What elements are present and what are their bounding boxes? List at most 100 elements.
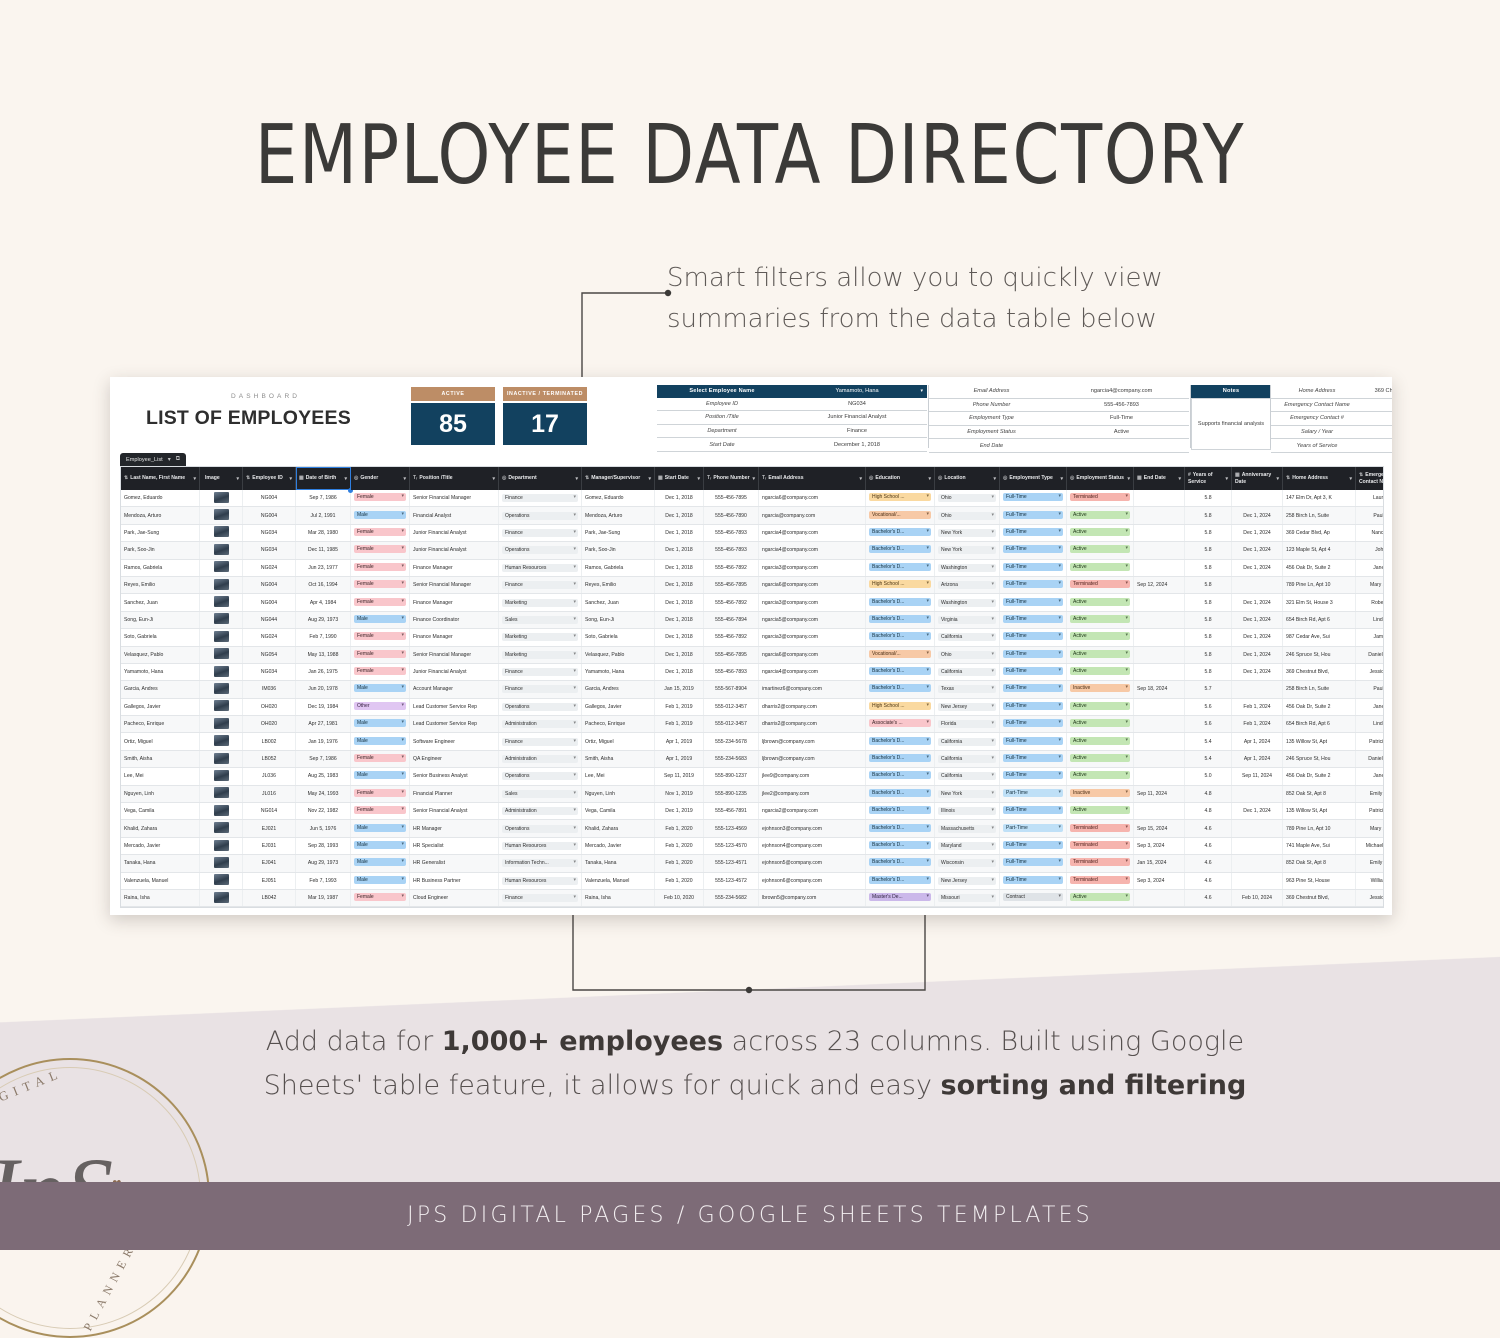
cell-home-address[interactable]: 369 Cedar Blvd, Ap bbox=[1282, 524, 1356, 543]
chevron-down-icon[interactable]: ▾ bbox=[573, 563, 576, 570]
cell-last-name-first-name[interactable]: Song, Eun-Ji bbox=[121, 611, 200, 630]
chevron-down-icon[interactable]: ▾ bbox=[1058, 893, 1061, 900]
cell-manager-supervisor[interactable]: Fuentes, Miguel bbox=[581, 906, 655, 907]
chevron-down-icon[interactable]: ▾ bbox=[1058, 597, 1061, 604]
cell-education[interactable]: Bachelor's D... ▾ bbox=[865, 750, 935, 769]
cell-start-date[interactable]: Dec 1, 2018 bbox=[654, 611, 704, 630]
dropdown-cell[interactable]: Finance ▾ bbox=[502, 685, 578, 694]
chevron-down-icon[interactable]: ▾ bbox=[401, 875, 404, 882]
cell-manager-supervisor[interactable]: Song, Eun-Ji bbox=[581, 611, 655, 630]
cell-location[interactable]: New Jersey ▾ bbox=[934, 698, 1000, 717]
dropdown-cell[interactable]: California ▾ bbox=[938, 668, 996, 677]
spreadsheet-window[interactable]: DASHBOARD LIST OF EMPLOYEES ACTIVE 85 IN… bbox=[110, 377, 1392, 915]
cell-image[interactable] bbox=[199, 872, 243, 890]
cell-date-of-birth[interactable]: May 24, 1993 bbox=[295, 785, 351, 804]
cell-home-address[interactable]: 789 Pine Ln, Apt 10 bbox=[1282, 576, 1356, 595]
table-row[interactable]: Gallegos, Javier OH020 Dec 19, 1984 Other ▾ L… bbox=[121, 698, 1383, 717]
cell-position-title[interactable]: Senior Financial Manager bbox=[409, 490, 499, 508]
cell-employee-id[interactable]: NG004 bbox=[242, 593, 296, 612]
chip-active[interactable]: Active ▾ bbox=[1070, 527, 1130, 536]
chevron-down-icon[interactable]: ▾ bbox=[991, 633, 994, 640]
dropdown-cell[interactable]: Operations ▾ bbox=[502, 824, 578, 833]
cell-phone-number[interactable]: 555-345-6793 bbox=[703, 906, 759, 907]
table-row[interactable]: Mercado, Javier EJ031 Sep 28, 1993 Male ▾ HR … bbox=[121, 837, 1383, 856]
cell-department[interactable]: Human Resources ▾ bbox=[498, 872, 582, 890]
cell-position-title[interactable]: Junior Financial Analyst bbox=[409, 541, 499, 560]
chip-full-time[interactable]: Full-Time ▾ bbox=[1003, 701, 1063, 710]
cell-gender[interactable]: Female ▾ bbox=[350, 802, 410, 821]
cell-employment-type[interactable]: Part-Time▾ bbox=[999, 819, 1067, 838]
cell-manager-supervisor[interactable]: Raina, Isha bbox=[581, 889, 655, 907]
chevron-down-icon[interactable]: ▾ bbox=[1058, 736, 1061, 743]
cell-anniversary-date[interactable]: Feb 10, 2024 bbox=[1231, 889, 1283, 907]
cell-start-date[interactable]: Dec 1, 2018 bbox=[654, 506, 704, 525]
chevron-down-icon[interactable]: ▾ bbox=[1125, 719, 1128, 726]
chevron-down-icon[interactable]: ▾ bbox=[1125, 858, 1128, 865]
cell-position-title[interactable]: Senior Financial Manager bbox=[409, 576, 499, 595]
cell-home-address[interactable]: 852 Oak St, Apt 8 bbox=[1282, 785, 1356, 804]
chip-bachelor-s-d[interactable]: Bachelor's D... ▾ bbox=[869, 771, 931, 780]
cell-education[interactable]: Bachelor's D... ▾ bbox=[865, 680, 935, 699]
chevron-down-icon[interactable]: ▾ bbox=[991, 807, 994, 814]
cell-employee-id[interactable]: NG034 bbox=[242, 663, 296, 682]
cell-employee-id[interactable]: NG024 bbox=[242, 628, 296, 647]
cell-anniversary-date[interactable]: Feb 1, 2024 bbox=[1231, 715, 1283, 734]
cell-employment-status[interactable]: Inactive ▾ bbox=[1066, 785, 1134, 804]
cell-emergency-contact-name[interactable]: William White bbox=[1355, 872, 1383, 890]
cell-years-of-service[interactable]: 4.8 bbox=[1184, 785, 1232, 804]
sheet-tab-employee-list[interactable]: Employee_List ▾ ⧉ bbox=[120, 453, 187, 466]
cell-anniversary-date[interactable]: Apr 1, 2024 bbox=[1231, 750, 1283, 769]
cell-employment-type[interactable]: Full-Time ▾ bbox=[999, 715, 1067, 734]
cell-department[interactable]: Finance ▾ bbox=[498, 576, 582, 595]
chip-active[interactable]: Active ▾ bbox=[1070, 510, 1130, 519]
cell-image[interactable] bbox=[199, 524, 243, 543]
cell-email-address[interactable]: ngarcia6@company.com bbox=[758, 490, 866, 508]
chip-high-school[interactable]: High School ... ▾ bbox=[869, 493, 931, 502]
cell-end-date[interactable] bbox=[1133, 506, 1185, 525]
chevron-down-icon[interactable]: ▾ bbox=[1125, 510, 1128, 517]
cell-emergency-contact-name[interactable]: Jessica Brown bbox=[1355, 663, 1383, 682]
cell-employment-type[interactable]: Full-Time ▾ bbox=[999, 559, 1067, 577]
cell-home-address[interactable]: 852 Oak St, Apt 8 bbox=[1282, 854, 1356, 873]
chevron-down-icon[interactable]: ▾ bbox=[1125, 771, 1128, 778]
cell-anniversary-date[interactable]: Dec 1, 2024 bbox=[1231, 559, 1283, 577]
cell-gender[interactable]: Female ▾ bbox=[350, 785, 410, 804]
dropdown-cell[interactable]: Marketing ▾ bbox=[502, 633, 578, 642]
cell-start-date[interactable]: Feb 1, 2019 bbox=[654, 698, 704, 717]
cell-manager-supervisor[interactable]: Mendoza, Arturo bbox=[581, 506, 655, 525]
cell-emergency-contact-name[interactable]: Daniel Martinez bbox=[1355, 750, 1383, 769]
cell-last-name-first-name[interactable]: Garcia, Andres bbox=[121, 680, 200, 699]
chip-bachelor-s-d[interactable]: Bachelor's D... ▾ bbox=[869, 597, 931, 606]
chip-male[interactable]: Male ▾ bbox=[354, 875, 406, 884]
cell-phone-number[interactable]: 555-456-7890 bbox=[703, 506, 759, 525]
cell-last-name-first-name[interactable]: Fuentes, Miguel bbox=[121, 906, 200, 907]
chevron-down-icon[interactable]: ▾ bbox=[1125, 841, 1128, 847]
cell-manager-supervisor[interactable]: Sanchez, Juan bbox=[581, 593, 655, 612]
cell-education[interactable]: Bachelor's D... ▾ bbox=[865, 767, 935, 786]
cell-employee-id[interactable]: OH020 bbox=[242, 715, 296, 734]
column-header-education[interactable]: ◎ Education ▾ bbox=[865, 467, 935, 490]
cell-education[interactable]: Associate's ... ▾ bbox=[865, 715, 935, 734]
chevron-down-icon[interactable]: ▾ bbox=[1125, 545, 1128, 552]
column-header-image[interactable]: Image ▾ bbox=[199, 467, 243, 490]
cell-start-date[interactable]: Dec 1, 2018 bbox=[654, 576, 704, 595]
cell-employee-id[interactable]: JL016 bbox=[242, 785, 296, 804]
table-row[interactable]: Soto, Gabriela NG024 Feb 7, 1990 Female ▾ Fin… bbox=[121, 628, 1383, 647]
dropdown-cell[interactable]: Sales ▾ bbox=[502, 615, 578, 624]
dropdown-cell[interactable]: New Jersey ▾ bbox=[938, 702, 996, 711]
cell-employment-type[interactable]: Full-Time ▾ bbox=[999, 506, 1067, 525]
table-row[interactable]: Mendoza, Arturo NG004 Jul 2, 1991 Male ▾ Fina… bbox=[121, 506, 1383, 525]
cell-position-title[interactable]: QA Engineer bbox=[409, 750, 499, 769]
cell-start-date[interactable]: Dec 1, 2019 bbox=[654, 802, 704, 821]
chevron-down-icon[interactable]: ▾ bbox=[573, 598, 576, 605]
cell-education[interactable]: Bachelor's D... ▾ bbox=[865, 541, 935, 560]
chip-terminated[interactable]: Terminated ▾ bbox=[1070, 841, 1130, 849]
cell-anniversary-date[interactable] bbox=[1231, 819, 1283, 838]
cell-manager-supervisor[interactable]: Vega, Camila bbox=[581, 802, 655, 821]
cell-years-of-service[interactable]: 5.8 bbox=[1184, 559, 1232, 577]
cell-email-address[interactable]: ejohnson4@company.com bbox=[758, 837, 866, 856]
chevron-down-icon[interactable]: ▾ bbox=[1058, 545, 1061, 552]
cell-last-name-first-name[interactable]: Ortiz, Miguel bbox=[121, 732, 200, 751]
chevron-down-icon[interactable]: ▾ bbox=[1125, 788, 1128, 795]
table-row[interactable]: Raina, Isha LB042 Mar 19, 1987 Female ▾ Cloud… bbox=[121, 889, 1383, 907]
